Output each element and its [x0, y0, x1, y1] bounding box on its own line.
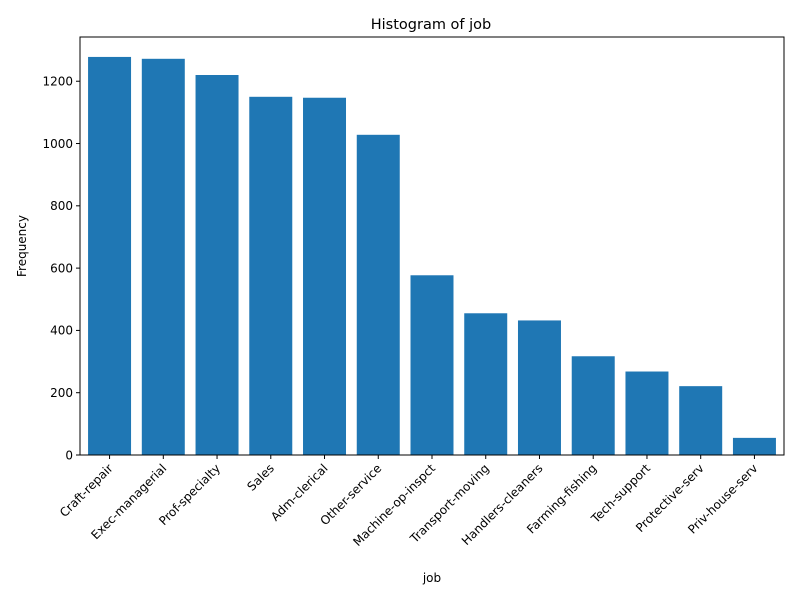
bar-other-service	[356, 134, 400, 456]
bar-transport-moving	[464, 313, 508, 455]
y-tick-label: 400	[50, 324, 73, 338]
bar-farming-fishing	[571, 356, 615, 455]
bar-exec-managerial	[141, 58, 185, 456]
plot-frame	[79, 36, 785, 456]
bars-group	[88, 56, 776, 456]
bar-tech-support	[625, 371, 669, 455]
y-tick-label: 600	[50, 261, 73, 275]
y-tick-label: 1200	[42, 75, 73, 89]
y-tick-label: 200	[50, 386, 73, 400]
bar-craft-repair	[88, 56, 132, 456]
bar-sales	[249, 96, 293, 456]
chart-title: Histogram of job	[371, 17, 492, 33]
bar-machine-op-inspct	[410, 275, 454, 455]
y-axis: 0 200 400 600 800 1000 1200	[42, 75, 80, 462]
bar-priv-house-serv	[732, 437, 776, 455]
y-axis-title: Frequency	[15, 215, 29, 277]
x-tick-label: Sales	[244, 461, 276, 493]
y-tick-label: 1000	[42, 137, 73, 151]
bar-prof-specialty	[195, 75, 239, 455]
x-tick-label: Craft-repair	[57, 461, 116, 520]
bar-adm-clerical	[303, 97, 347, 456]
y-tick-label: 0	[65, 448, 73, 462]
y-tick-label: 800	[50, 199, 73, 213]
x-axis: Craft-repairExec-managerialProf-specialt…	[57, 455, 761, 549]
bar-protective-serv	[679, 386, 723, 455]
x-axis-title: job	[422, 571, 441, 585]
bar-handlers-cleaners	[517, 320, 561, 455]
